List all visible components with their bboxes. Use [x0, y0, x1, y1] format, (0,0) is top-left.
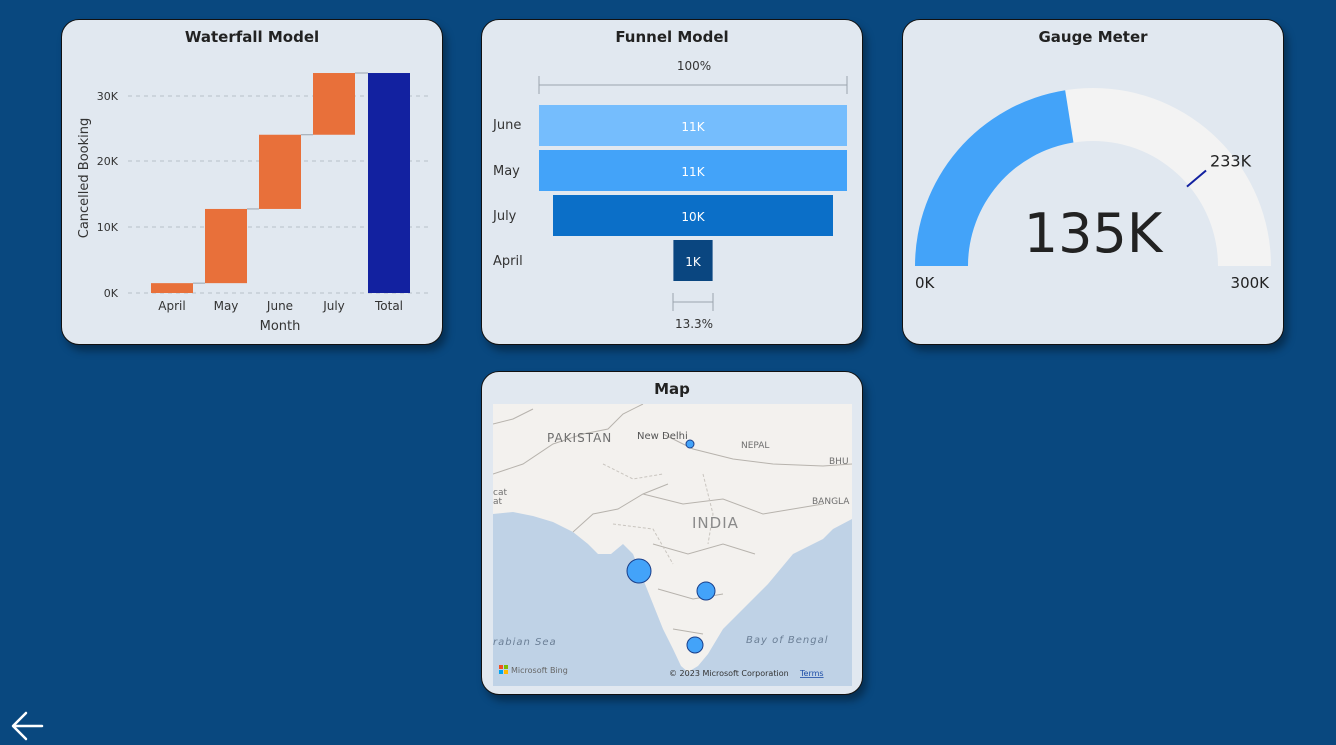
- map-bubble-mumbai[interactable]: [626, 558, 652, 584]
- map-label-india: INDIA: [692, 514, 739, 532]
- map-label-bhutan: BHU: [829, 457, 849, 467]
- waterfall-x-ticks: April May June July Total: [158, 299, 403, 313]
- map-bing-label: Microsoft Bing: [511, 666, 568, 675]
- funnel-bottom-percent: 13.3%: [675, 317, 713, 331]
- waterfall-bars: [151, 73, 410, 293]
- waterfall-y-axis-label: Cancelled Booking: [77, 118, 92, 239]
- gauge-title: Gauge Meter: [1038, 28, 1148, 46]
- waterfall-y-ticks: 30K 20K 10K 0K: [97, 90, 119, 300]
- map-title: Map: [654, 380, 690, 398]
- gauge-card: Gauge Meter 233K 135K 0K 300K: [902, 19, 1284, 345]
- map-canvas[interactable]: PAKISTAN New Delhi NEPAL BHU BANGLA INDI…: [493, 404, 852, 686]
- funnel-bottom-bracket: [672, 293, 714, 311]
- gauge-fill: [915, 90, 1074, 267]
- funnel-bar-june[interactable]: [539, 105, 847, 146]
- funnel-label-april: April: [493, 254, 523, 269]
- gauge-target-line: [1186, 169, 1207, 188]
- map-label-new-delhi: New Delhi: [637, 431, 688, 442]
- waterfall-bar-april[interactable]: [151, 283, 193, 293]
- funnel-bar-may[interactable]: [539, 150, 847, 191]
- x-tick-total: Total: [374, 299, 403, 313]
- funnel-value-labels: 11K 11K 10K 1K: [681, 120, 705, 269]
- map-copyright: © 2023 Microsoft Corporation: [669, 669, 789, 678]
- map-label-muscat-1: cat: [493, 488, 507, 498]
- funnel-value-april: 1K: [685, 255, 702, 269]
- waterfall-bar-may[interactable]: [205, 208, 247, 284]
- funnel-bar-april[interactable]: [673, 240, 713, 281]
- map-label-muscat-2: at: [493, 497, 503, 507]
- waterfall-title: Waterfall Model: [184, 28, 320, 46]
- funnel-label-may: May: [493, 164, 520, 179]
- x-tick-june: June: [266, 299, 293, 313]
- funnel-card: Funnel Model 100% June May July April 11…: [481, 19, 863, 345]
- map-label-arabian-sea: rabian Sea: [493, 637, 557, 648]
- gauge-max-label: 300K: [1231, 274, 1271, 292]
- map-bubble-hyderabad[interactable]: [696, 581, 716, 601]
- funnel-bar-july[interactable]: [553, 195, 833, 236]
- map-states: [602, 463, 714, 565]
- funnel-top-percent: 100%: [677, 59, 711, 73]
- waterfall-card: Waterfall Model 30K 20K 10K 0K April May…: [61, 19, 443, 345]
- map-place-labels: PAKISTAN New Delhi NEPAL BHU BANGLA INDI…: [493, 431, 850, 648]
- arrow-left-icon[interactable]: [10, 710, 46, 742]
- waterfall-chart: 30K 20K 10K 0K April May June July Total…: [77, 72, 430, 334]
- funnel-value-may: 11K: [681, 165, 705, 179]
- y-tick-20k: 20K: [97, 155, 119, 168]
- waterfall-x-axis-label: Month: [260, 319, 301, 334]
- map-bubble-delhi[interactable]: [685, 439, 695, 449]
- map-card: Map PAKISTAN New Delhi NEPAL BHU BANGLA: [481, 371, 863, 695]
- map-bubble-bangalore[interactable]: [686, 636, 704, 654]
- x-tick-july: July: [322, 299, 345, 313]
- map-land: [493, 404, 852, 672]
- map-borders: [493, 404, 852, 635]
- gauge-value: 135K: [1024, 202, 1164, 265]
- map-label-pakistan: PAKISTAN: [547, 431, 612, 445]
- gauge-chart: 233K 135K 0K 300K: [915, 88, 1271, 292]
- funnel-value-july: 10K: [681, 210, 705, 224]
- y-tick-10k: 10K: [97, 221, 119, 234]
- funnel-chart: 100% June May July April 11K 11K 10K 1K …: [492, 59, 848, 331]
- y-tick-0k: 0K: [104, 287, 119, 300]
- waterfall-bar-july[interactable]: [313, 73, 355, 135]
- x-tick-april: April: [158, 299, 185, 313]
- waterfall-bar-june[interactable]: [259, 134, 301, 209]
- funnel-value-june: 11K: [681, 120, 705, 134]
- map-bing-logo: Microsoft Bing: [499, 665, 568, 675]
- map-terms-link[interactable]: Terms: [799, 669, 824, 678]
- y-tick-30k: 30K: [97, 90, 119, 103]
- waterfall-bar-total[interactable]: [368, 73, 410, 293]
- funnel-label-june: June: [492, 118, 521, 133]
- waterfall-connectors: [193, 72, 368, 284]
- funnel-category-labels: June May July April: [492, 118, 523, 269]
- funnel-title: Funnel Model: [615, 28, 729, 46]
- gauge-min-label: 0K: [915, 274, 936, 292]
- x-tick-may: May: [214, 299, 239, 313]
- funnel-bars: [539, 105, 847, 281]
- gauge-target-label: 233K: [1210, 151, 1252, 170]
- map-bubbles: [626, 439, 716, 654]
- map-label-bay-of-bengal: Bay of Bengal: [746, 635, 829, 646]
- map-label-nepal: NEPAL: [741, 441, 769, 451]
- funnel-label-july: July: [492, 209, 517, 224]
- map-label-bangla: BANGLA: [812, 497, 850, 507]
- funnel-top-bracket: [538, 76, 848, 94]
